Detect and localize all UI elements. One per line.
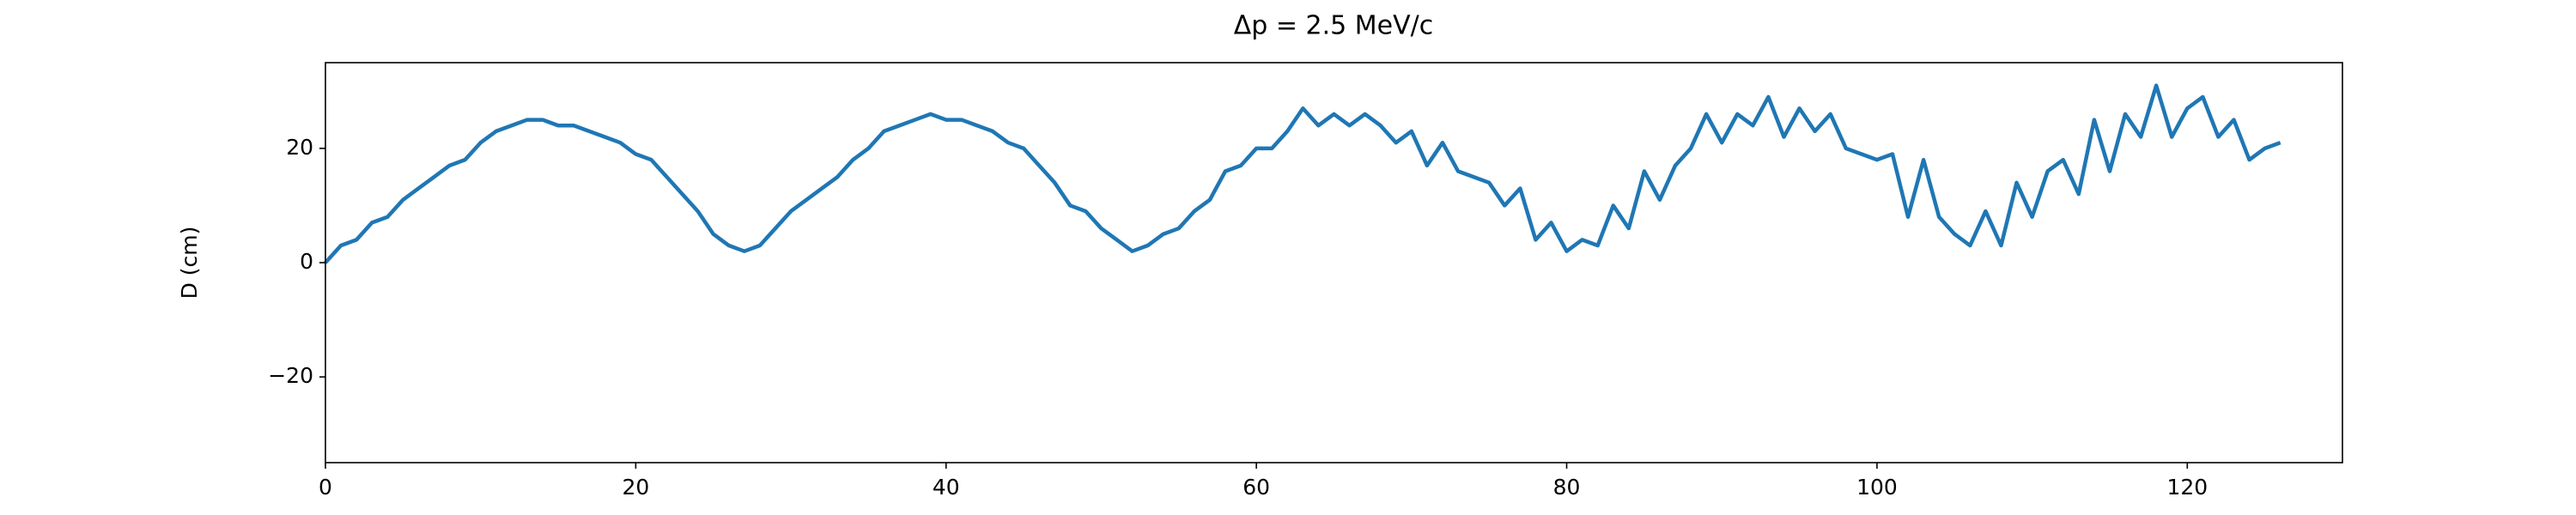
y-tick-label: −20: [268, 363, 313, 388]
x-tick-label: 60: [1242, 475, 1270, 500]
chart-title: Δp = 2.5 MeV/c: [1234, 11, 1434, 41]
y-axis-label: D (cm): [177, 227, 202, 300]
x-tick-label: 120: [2166, 475, 2208, 500]
x-tick-label: 20: [622, 475, 649, 500]
x-tick-label: 0: [319, 475, 332, 500]
y-tick-label: 20: [286, 135, 313, 160]
x-tick-label: 100: [1856, 475, 1898, 500]
x-tick-label: 80: [1553, 475, 1581, 500]
x-tick-label: 40: [933, 475, 960, 500]
plot-frame: [325, 62, 2343, 464]
data-line: [324, 83, 2281, 264]
y-tick-label: 0: [300, 249, 313, 274]
